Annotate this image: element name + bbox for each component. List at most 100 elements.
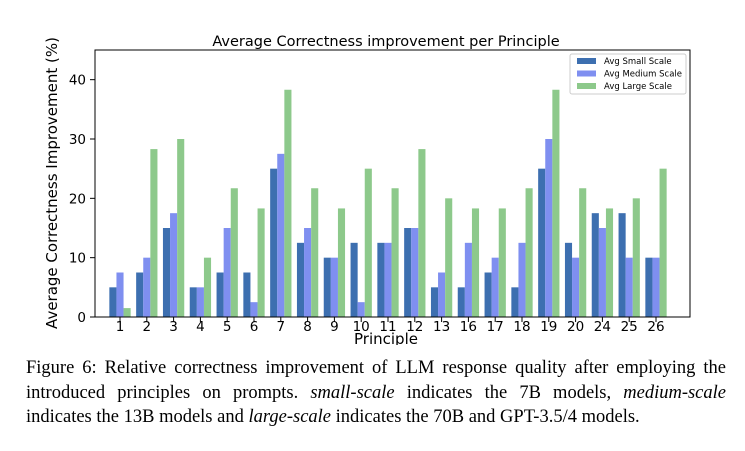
bar-avg-small-scale-p17 (484, 272, 492, 317)
legend-frame (569, 53, 687, 95)
bar-avg-large-scale-p9 (337, 208, 346, 317)
x-tick-label: 2 (143, 319, 152, 335)
bar-avg-small-scale-p11 (377, 242, 385, 317)
bar-chart: Average Correctness improvement per Prin… (43, 34, 691, 345)
bar-avg-medium-scale-p20 (572, 257, 580, 317)
y-axis-label: Average Correctness Improvement (%) (43, 37, 61, 329)
caption-large-text: indicates the 70B and GPT-3.5/4 models. (331, 407, 640, 427)
y-tick-label: 0 (77, 310, 86, 326)
bar-avg-medium-scale-p3 (170, 213, 178, 317)
bar-avg-large-scale-p19 (552, 89, 560, 317)
caption-large-term: large-scale (248, 407, 332, 427)
legend-swatch (577, 83, 596, 89)
bar-avg-large-scale-p16 (471, 208, 480, 317)
bar-avg-medium-scale-p11 (384, 242, 392, 317)
bar-avg-small-scale-p1 (109, 287, 117, 317)
caption-small-text: indicates the 7B models, (394, 382, 624, 403)
x-tick-label: 8 (303, 319, 312, 335)
bar-avg-medium-scale-p18 (518, 242, 526, 317)
bar-avg-small-scale-p20 (564, 242, 573, 317)
bar-avg-large-scale-p8 (311, 188, 319, 317)
x-tick-label: 1 (116, 319, 125, 335)
bar-avg-medium-scale-p10 (357, 302, 365, 317)
bar-avg-medium-scale-p24 (598, 228, 606, 317)
bar-avg-medium-scale-p9 (330, 257, 338, 317)
bar-avg-medium-scale-p7 (277, 153, 285, 317)
bar-avg-large-scale-p7 (284, 89, 292, 317)
caption-medium-text: indicates the 13B models and (26, 407, 249, 427)
x-tick-label: 26 (647, 319, 664, 335)
x-tick-label: 19 (540, 319, 557, 335)
bar-avg-medium-scale-p13 (438, 272, 446, 317)
bar-avg-medium-scale-p6 (250, 302, 258, 317)
bar-avg-large-scale-p6 (257, 208, 265, 317)
legend: Avg Small Scale Avg Medium Scale Avg Large… (569, 53, 687, 95)
caption-medium-term: medium-scale (623, 382, 726, 403)
x-tick-label: 4 (196, 319, 205, 335)
x-tick-label: 3 (169, 319, 178, 335)
bar-avg-small-scale-p4 (189, 287, 197, 317)
x-axis-ticks: 1 2 3 4 5 6 7 8 9 10 11 12 13 16 17 18 19 20 24 25 26 (116, 317, 665, 335)
bar-avg-small-scale-p2 (136, 272, 144, 317)
x-axis-label: Principle (354, 330, 418, 345)
caption-lead: Figure 6: Relative correctness improveme… (26, 358, 726, 403)
x-tick-label: 13 (433, 319, 450, 335)
bar-avg-large-scale-p4 (203, 257, 212, 317)
bar-avg-small-scale-p18 (511, 287, 519, 317)
x-tick-label: 5 (223, 319, 232, 335)
bar-avg-medium-scale-p4 (196, 287, 204, 317)
bar-avg-small-scale-p6 (243, 272, 251, 317)
bar-avg-large-scale-p25 (632, 198, 640, 317)
legend-swatch (577, 58, 596, 64)
bar-avg-large-scale-p11 (391, 188, 399, 317)
bar-avg-large-scale-p24 (605, 208, 614, 317)
y-tick-label: 40 (69, 73, 86, 89)
bar-avg-large-scale-p10 (364, 168, 372, 317)
bar-avg-medium-scale-p12 (411, 228, 419, 317)
bar-avg-large-scale-p12 (418, 149, 426, 317)
bar-avg-large-scale-p1 (123, 308, 131, 317)
bar-avg-large-scale-p26 (659, 168, 667, 317)
bar-avg-small-scale-p25 (618, 213, 626, 317)
legend-label: Avg Large Scale (604, 82, 672, 92)
x-tick-label: 17 (487, 319, 504, 335)
chart-title: Average Correctness improvement per Prin… (212, 34, 559, 50)
caption-small-term: small-scale (310, 382, 395, 403)
bar-avg-large-scale-p18 (525, 188, 533, 317)
x-tick-label: 16 (460, 319, 477, 335)
bar-avg-small-scale-p26 (645, 257, 653, 317)
bar-avg-large-scale-p2 (150, 149, 158, 317)
bar-avg-small-scale-p9 (323, 257, 331, 317)
bar-avg-small-scale-p10 (350, 242, 358, 317)
bar-avg-large-scale-p3 (177, 139, 185, 317)
y-axis-ticks: 0 10 20 30 40 (69, 73, 95, 326)
legend-label: Avg Small Scale (604, 57, 672, 67)
bar-avg-small-scale-p19 (538, 168, 546, 317)
bar-avg-medium-scale-p5 (223, 228, 231, 317)
figure-caption: Figure 6: Relative correctness improveme… (26, 356, 726, 430)
x-tick-label: 18 (513, 319, 530, 335)
bar-avg-large-scale-p17 (498, 208, 506, 317)
bar-avg-large-scale-p5 (230, 188, 238, 317)
bar-avg-medium-scale-p25 (625, 257, 633, 317)
plot-frame (94, 49, 691, 318)
bar-avg-small-scale-p5 (216, 272, 224, 317)
x-tick-label: 25 (621, 319, 638, 335)
x-tick-label: 20 (567, 319, 584, 335)
bar-avg-small-scale-p12 (404, 228, 412, 317)
y-tick-label: 30 (69, 132, 86, 148)
bar-avg-medium-scale-p8 (304, 228, 312, 317)
x-tick-label: 7 (277, 319, 286, 335)
x-tick-label: 6 (250, 319, 259, 335)
bar-avg-large-scale-p20 (579, 188, 587, 317)
bar-avg-medium-scale-p1 (116, 272, 124, 317)
bar-avg-small-scale-p8 (296, 242, 305, 317)
x-tick-label: 11 (379, 319, 396, 335)
bar-avg-small-scale-p13 (430, 287, 439, 317)
bar-avg-small-scale-p7 (270, 168, 278, 317)
bar-avg-medium-scale-p2 (143, 257, 151, 317)
x-tick-label: 24 (594, 319, 611, 335)
x-tick-label: 9 (330, 319, 339, 335)
legend-label: Avg Medium Scale (604, 70, 682, 80)
bar-avg-small-scale-p16 (457, 287, 465, 317)
